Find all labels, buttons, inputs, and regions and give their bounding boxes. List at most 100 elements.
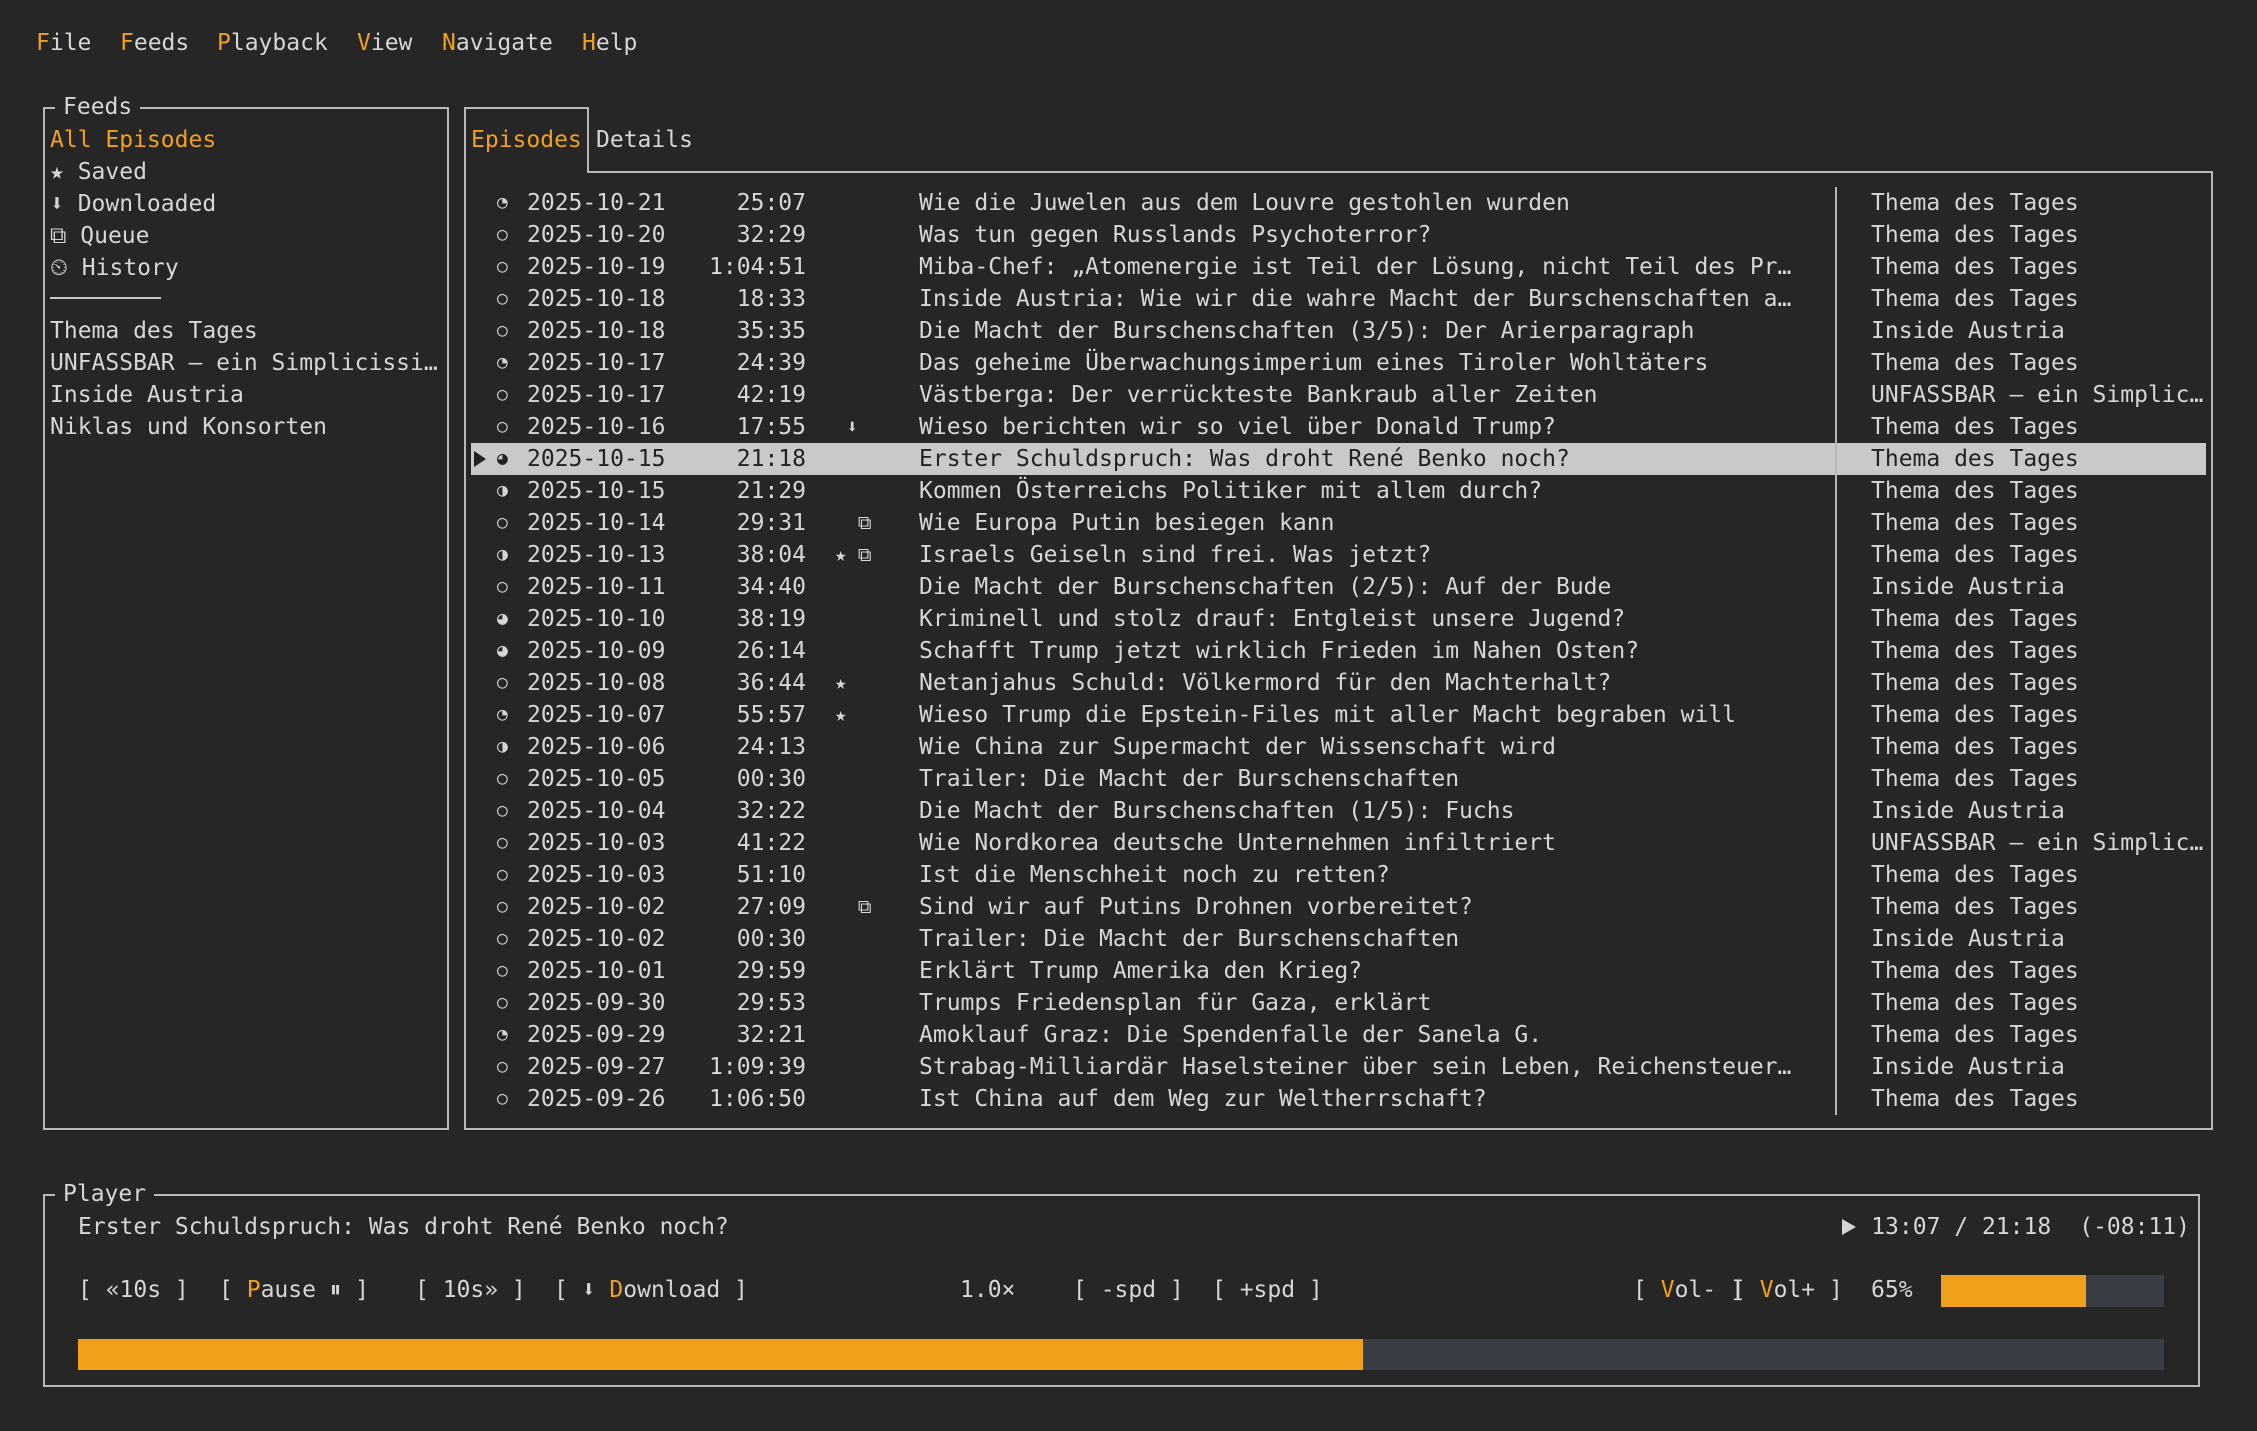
date: 2025-10-15	[527, 478, 666, 504]
control-button[interactable]: [ 10s» ]	[415, 1277, 526, 1303]
status-icon: ○	[497, 832, 508, 853]
control-button[interactable]: [ Pause ⏸ ]	[219, 1274, 369, 1306]
feed-name: Thema des Tages	[1871, 286, 2079, 312]
status-icon: ◕	[497, 448, 508, 469]
episode-row[interactable]: ○ 2025-10-18 18:33 Inside Austria: Wie wir …	[471, 283, 2206, 315]
episode-row[interactable]: ○ 2025-10-02 00:30 Trailer: Die Macht der B…	[471, 923, 2206, 955]
duration: 29:31	[736, 510, 806, 536]
duration: 42:19	[736, 382, 806, 408]
control-button[interactable]: [ +spd ]	[1212, 1277, 1323, 1303]
status-icon: ◑	[497, 736, 508, 757]
date: 2025-09-29	[527, 1022, 666, 1048]
control-button[interactable]: [ ⬇ Download ]	[554, 1274, 748, 1306]
date: 2025-10-03	[527, 830, 666, 856]
title: Västberga: Der verrückteste Bankraub all…	[919, 382, 1598, 408]
title: Erklärt Trump Amerika den Krieg?	[919, 958, 1363, 984]
title: Die Macht der Burschenschaften (3/5): De…	[919, 318, 1695, 344]
episode-row[interactable]: ○ 2025-10-16 17:55 ⬇ Wieso berichten wir so…	[471, 411, 2206, 443]
episode-row[interactable]: ○ 2025-10-08 36:44 ★ Netanjahus Schuld: Völk…	[471, 667, 2206, 699]
episode-row[interactable]: ○ 2025-10-19 1:04:51 Miba-Chef: „Atomenergi…	[471, 251, 2206, 283]
episode-row[interactable]: ○ 2025-10-20 32:29 Was tun gegen Russlands …	[471, 219, 2206, 251]
episode-row[interactable]: ○ 2025-10-05 00:30 Trailer: Die Macht der B…	[471, 763, 2206, 795]
episode-row[interactable]: ◑ 2025-10-06 24:13 Wie China zur Supermacht…	[471, 731, 2206, 763]
episode-row[interactable]: ○ 2025-10-03 51:10 Ist die Menschheit noch …	[471, 859, 2206, 891]
episode-row[interactable]: ◕ 2025-10-15 21:18 Erster Schuldspruch: Was…	[471, 443, 2206, 475]
episode-row[interactable]: ◑ 2025-10-13 38:04 ★ ⧉ Israels Geiseln sind …	[471, 539, 2206, 571]
feed-name: Thema des Tages	[1871, 862, 2079, 888]
title: Trailer: Die Macht der Burschenschaften	[919, 926, 1460, 952]
episode-row[interactable]: ◑ 2025-10-15 21:29 Kommen Österreichs Polit…	[471, 475, 2206, 507]
episode-row[interactable]: ○ 2025-10-18 35:35 Die Macht der Burschensc…	[471, 315, 2206, 347]
feed-item[interactable]: ⬇ Downloaded	[50, 191, 217, 217]
feed-item[interactable]: All Episodes	[50, 127, 217, 153]
episode-row[interactable]: ◔ 2025-10-17 24:39 Das geheime Überwachungs…	[471, 347, 2206, 379]
duration: 51:10	[736, 862, 806, 888]
date: 2025-10-08	[527, 670, 666, 696]
text-part: V	[1660, 1277, 1675, 1303]
text-part: ol+ ]	[1773, 1277, 1843, 1303]
feed-name: Inside Austria	[1871, 1054, 2065, 1080]
date: 2025-09-26	[527, 1086, 666, 1112]
menu-item[interactable]: View	[357, 30, 413, 56]
menu-item[interactable]: Help	[582, 30, 638, 56]
title: Netanjahus Schuld: Völkermord für den Ma…	[919, 670, 1612, 696]
episode-row[interactable]: ○ 2025-10-01 29:59 Erklärt Trump Amerika de…	[471, 955, 2206, 987]
feed-item[interactable]: Niklas und Konsorten	[50, 414, 327, 440]
episode-row[interactable]: ○ 2025-10-17 42:19 Västberga: Der verrückte…	[471, 379, 2206, 411]
control-button[interactable]: 1.0×	[960, 1277, 1016, 1303]
menu-item[interactable]: Feeds	[120, 30, 190, 56]
feed-name: Thema des Tages	[1871, 222, 2079, 248]
menu-item[interactable]: Playback	[217, 30, 328, 56]
episode-row[interactable]: ◔ 2025-10-07 55:57 ★ Wieso Trump die Epstein…	[471, 699, 2206, 731]
episode-row[interactable]: ◔ 2025-09-29 32:21 Amoklauf Graz: Die Spend…	[471, 1019, 2206, 1051]
feed-item[interactable]: ★ Saved	[50, 159, 147, 185]
episode-row[interactable]: ◕ 2025-10-10 38:19 Kriminell und stolz drau…	[471, 603, 2206, 635]
tab[interactable]: Episodes	[471, 127, 582, 153]
duration: 26:14	[736, 638, 806, 664]
progress-fill	[78, 1339, 1363, 1370]
duration: 32:29	[736, 222, 806, 248]
episode-row[interactable]: ○ 2025-10-04 32:22 Die Macht der Burschensc…	[471, 795, 2206, 827]
episode-row[interactable]: ○ 2025-10-03 41:22 Wie Nordkorea deutsche U…	[471, 827, 2206, 859]
episode-row[interactable]: ◕ 2025-10-09 26:14 Schafft Trump jetzt wirk…	[471, 635, 2206, 667]
duration: 29:59	[736, 958, 806, 984]
feed-name: Thema des Tages	[1871, 670, 2079, 696]
title: Israels Geiseln sind frei. Was jetzt?	[919, 542, 1432, 568]
tab[interactable]: Details	[596, 127, 693, 153]
control-button[interactable]: [ Vol- ]	[1633, 1274, 1744, 1306]
control-button[interactable]: [ Vol+ ]	[1732, 1274, 1843, 1306]
episode-row[interactable]: ○ 2025-09-26 1:06:50 Ist China auf dem Weg …	[471, 1083, 2206, 1115]
text-part: [ ⬇	[554, 1277, 610, 1303]
episode-row[interactable]: ○ 2025-10-14 29:31 ⧉ Wie Europa Putin besie…	[471, 507, 2206, 539]
feed-item[interactable]: ⏲ History	[50, 255, 179, 281]
title: Erster Schuldspruch: Was droht René Benk…	[919, 446, 1570, 472]
feeds-panel	[43, 107, 449, 1130]
title: Ist die Menschheit noch zu retten?	[919, 862, 1390, 888]
date: 2025-10-11	[527, 574, 666, 600]
feed-item[interactable]: UNFASSBAR – ein Simplicissi…	[50, 350, 438, 376]
status-icon: ◔	[497, 1024, 508, 1045]
episode-row[interactable]: ○ 2025-10-02 27:09 ⧉ Sind wir auf Putins Dr…	[471, 891, 2206, 923]
feed-item[interactable]: Inside Austria	[50, 382, 244, 408]
feed-item[interactable]: Thema des Tages	[50, 318, 258, 344]
menu-item[interactable]: File	[36, 30, 92, 56]
volume-label: 65%	[1871, 1277, 1913, 1303]
episode-row[interactable]: ○ 2025-09-30 29:53 Trumps Friedensplan für …	[471, 987, 2206, 1019]
control-button[interactable]: [ «10s ]	[78, 1277, 189, 1303]
title: Inside Austria: Wie wir die wahre Macht …	[919, 286, 1792, 312]
date: 2025-10-05	[527, 766, 666, 792]
feed-item[interactable]: ⧉ Queue	[50, 223, 150, 249]
date: 2025-10-17	[527, 350, 666, 376]
menu-item[interactable]: Navigate	[442, 30, 553, 56]
title: Trailer: Die Macht der Burschenschaften	[919, 766, 1460, 792]
control-button[interactable]: [ -spd ]	[1073, 1277, 1184, 1303]
text-part: V	[1759, 1277, 1774, 1303]
text-part: D	[609, 1277, 624, 1303]
episode-row[interactable]: ○ 2025-09-27 1:09:39 Strabag-Milliardär Has…	[471, 1051, 2206, 1083]
status-icon: ○	[497, 768, 508, 789]
episode-row[interactable]: ○ 2025-10-11 34:40 Die Macht der Burschensc…	[471, 571, 2206, 603]
feed-name: Thema des Tages	[1871, 1022, 2079, 1048]
feed-name: Thema des Tages	[1871, 702, 2079, 728]
episode-row[interactable]: ◔ 2025-10-21 25:07 Wie die Juwelen aus dem …	[471, 187, 2206, 219]
